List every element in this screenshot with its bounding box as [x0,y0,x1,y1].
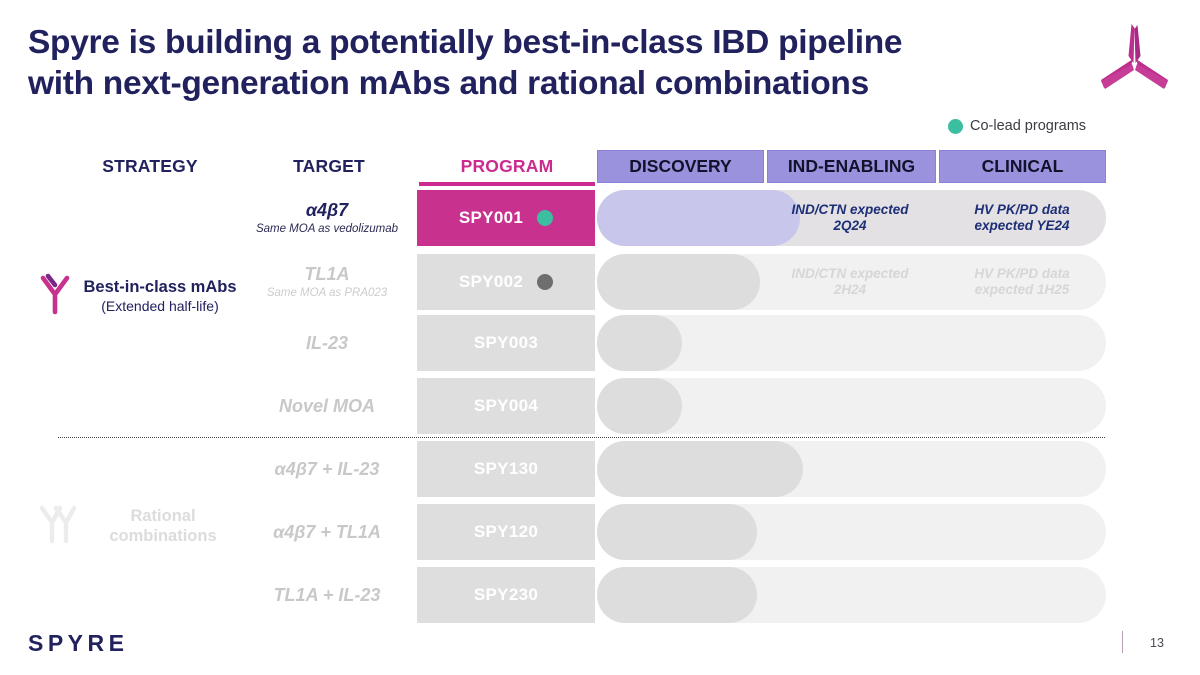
pipeline-row: α4β7 Same MOA as vedolizumab SPY001 IND/CTN… [0,190,1200,246]
target-label: α4β7 + TL1A [273,522,381,542]
program-cell[interactable]: SPY130 [417,441,595,497]
program-cell[interactable]: SPY001 [417,190,595,246]
strategy-best-in-class-mabs: Best-in-class mAbs (Extended half-life) [38,272,238,321]
milestone-note-line-1: HV PK/PD data [974,202,1070,217]
milestone-note-clinical: HV PK/PD data expected 1H25 [942,254,1102,310]
program-label: SPY001 [458,208,524,227]
pipeline-row: TL1A + IL-23 SPY230 [0,567,1200,623]
phase-track [597,504,1106,560]
phase-track [597,567,1106,623]
column-header-program-underline [419,182,595,186]
milestone-note-line-1: IND/CTN expected [791,266,909,281]
milestone-note-clinical: HV PK/PD data expected YE24 [942,190,1102,246]
target-cell: Novel MOA [236,378,418,434]
column-header-strategy: STRATEGY [102,155,198,176]
strategy-title-line-1: Rational [130,506,196,525]
target-cell: α4β7 + IL-23 [236,441,418,497]
strategy-labels: Best-in-class mAbs (Extended half-life) [82,277,238,316]
legend-dot-icon [948,118,963,134]
column-header-discovery: DISCOVERY [597,150,764,183]
phase-track: IND/CTN expected 2H24 HV PK/PD data expecte… [597,254,1106,310]
section-divider [58,437,1105,438]
milestone-note-line-1: IND/CTN expected [791,202,909,217]
column-header-program: PROGRAM [460,155,554,176]
page-title-line-1: Spyre is building a potentially best-in-… [28,24,903,61]
phase-track [597,378,1106,434]
phase-progress-fill [597,567,757,623]
target-cell: TL1A Same MOA as PRA023 [236,254,418,310]
milestone-note-ind-enabling: IND/CTN expected 2Q24 [770,190,930,246]
program-status-dot-icon [537,210,554,226]
strategy-subtitle: (Extended half-life) [101,298,219,314]
spyre-logo-icon [1098,20,1170,102]
page-title-line-2: with next-generation mAbs and rational c… [28,65,869,102]
page-number-rule [1122,631,1123,653]
phase-progress-fill [597,254,760,310]
program-label: SPY230 [473,585,539,604]
program-label: SPY003 [473,333,539,352]
antibody-icon [38,272,72,321]
column-header-clinical: CLINICAL [939,150,1106,183]
program-status-dot-icon [537,274,554,290]
page-title: Spyre is building a potentially best-in-… [28,22,1068,104]
phase-progress-fill [597,504,757,560]
pipeline-row: Novel MOA SPY004 [0,378,1200,434]
target-cell: α4β7 Same MOA as vedolizumab [236,190,418,246]
footer-wordmark: SPYRE [28,630,129,656]
strategy-title-line-2: combinations [109,526,217,545]
column-header-target: TARGET [293,155,365,176]
strategy-title-line-2: mAbs [190,278,237,296]
milestone-note-ind-enabling: IND/CTN expected 2H24 [770,254,930,310]
program-cell[interactable]: SPY120 [417,504,595,560]
target-sublabel: Same MOA as vedolizumab [255,223,399,235]
target-label: TL1A [304,264,350,284]
page-number: 13 [1150,636,1164,650]
target-cell: α4β7 + TL1A [236,504,418,560]
milestone-note-line-1: HV PK/PD data [974,266,1070,281]
target-label: α4β7 [305,200,349,220]
program-cell[interactable]: SPY230 [417,567,595,623]
phase-track: IND/CTN expected 2Q24 HV PK/PD data expecte… [597,190,1106,246]
phase-progress-fill [597,378,682,434]
target-label: α4β7 + IL-23 [274,459,380,479]
legend-co-lead: Co-lead programs [948,118,1086,134]
program-cell[interactable]: SPY002 [417,254,595,310]
program-label: SPY004 [473,396,539,415]
phase-track [597,315,1106,371]
milestone-note-line-2: 2Q24 [833,218,867,233]
program-label: SPY120 [473,522,539,541]
target-label: TL1A + IL-23 [273,585,381,605]
pipeline-row: TL1A Same MOA as PRA023 SPY002 IND/CTN expe… [0,254,1200,310]
milestone-note-line-2: expected 1H25 [974,282,1070,297]
pipeline-row: α4β7 + TL1A SPY120 [0,504,1200,560]
milestone-note-line-2: expected YE24 [974,218,1070,233]
strategy-title-line-1: Best-in-class [83,278,187,296]
pipeline-row: α4β7 + IL-23 SPY130 [0,441,1200,497]
program-label: SPY130 [473,459,539,478]
milestone-note-line-2: 2H24 [833,282,867,297]
target-cell: TL1A + IL-23 [236,567,418,623]
target-label: IL-23 [305,333,348,353]
antibody-pair-icon [38,500,78,551]
target-cell: IL-23 [236,315,418,371]
phase-progress-fill [597,190,800,246]
pipeline-row: IL-23 SPY003 [0,315,1200,371]
phase-progress-fill [597,441,803,497]
target-label: Novel MOA [278,396,375,416]
legend-label: Co-lead programs [970,118,1087,134]
phase-track [597,441,1106,497]
strategy-labels: Rational combinations [88,506,238,546]
program-cell[interactable]: SPY003 [417,315,595,371]
phase-progress-fill [597,315,682,371]
column-header-ind-enabling: IND-ENABLING [767,150,936,183]
strategy-rational-combinations: Rational combinations [38,500,238,551]
program-label: SPY002 [458,272,524,291]
program-cell[interactable]: SPY004 [417,378,595,434]
target-sublabel: Same MOA as PRA023 [266,287,388,299]
